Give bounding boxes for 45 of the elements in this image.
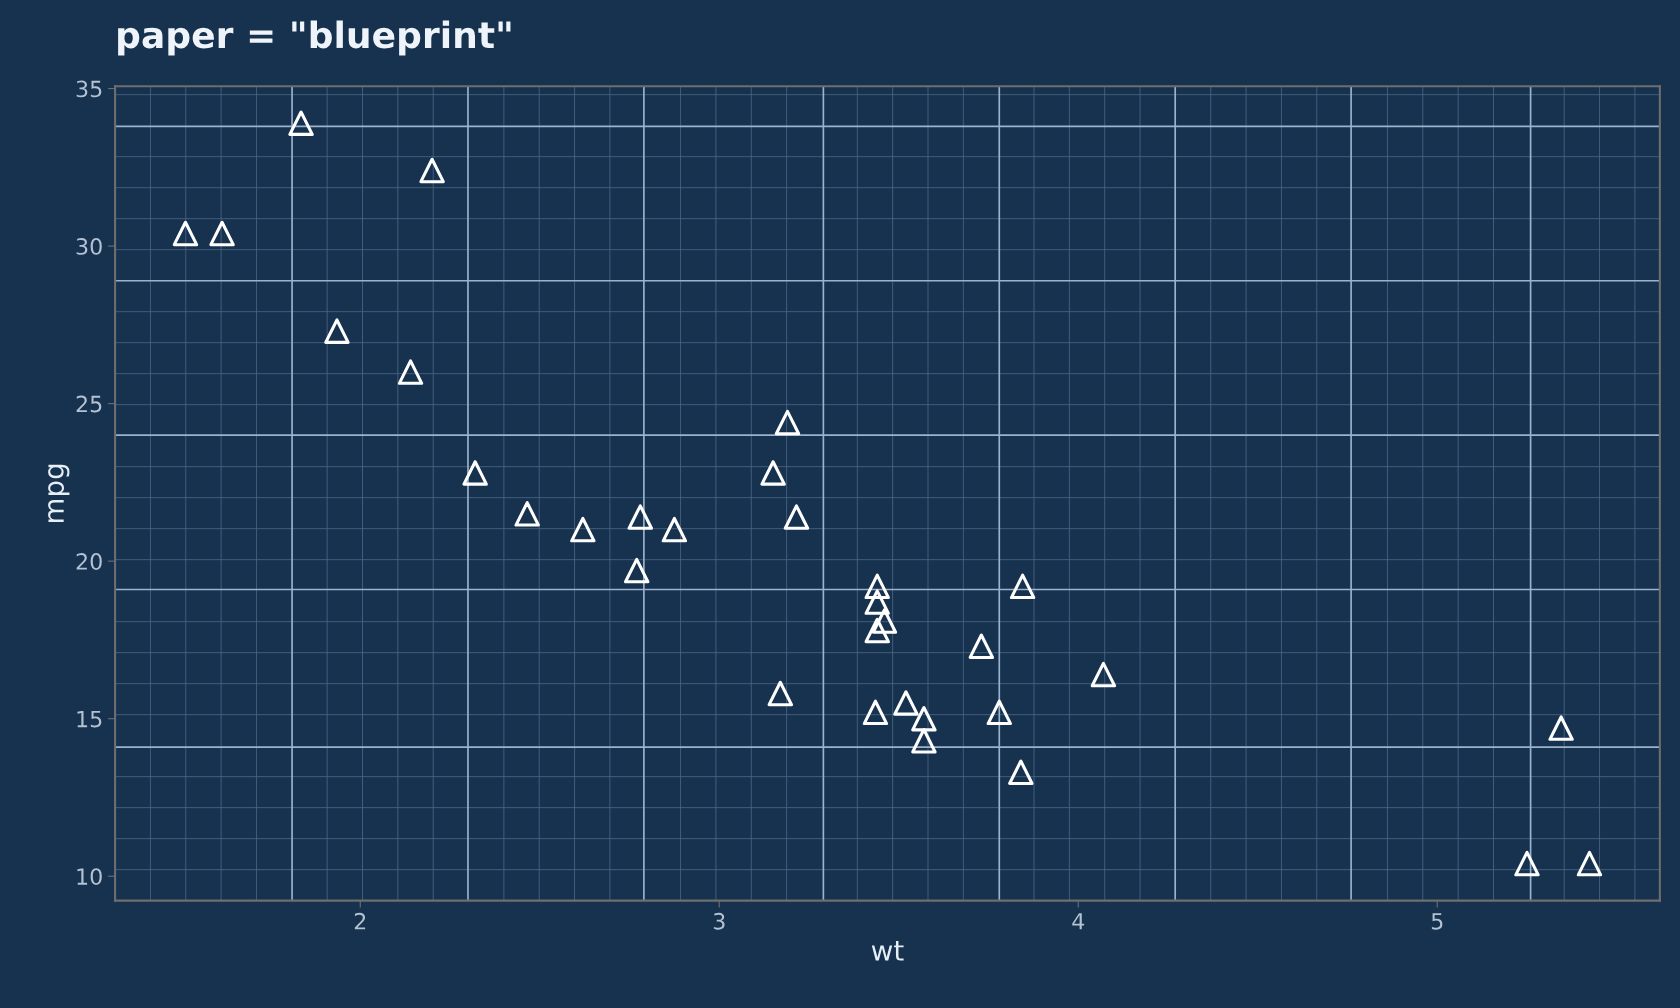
x-tick-label: 2 [354,912,366,930]
point [1008,759,1034,785]
point [774,409,801,436]
point [893,690,919,716]
point [1548,715,1574,741]
x-axis-title: wt [871,941,904,961]
point [1090,661,1117,688]
y-tick-label: 30 [76,238,102,255]
point [864,617,890,644]
point [514,501,540,527]
point [783,504,810,530]
point [986,699,1013,726]
point [288,110,314,136]
point [864,573,890,600]
point [397,359,424,385]
x-tick-label: 3 [713,912,725,930]
point [760,460,786,486]
point [864,589,890,615]
point [627,504,654,530]
x-tick-label: 5 [1431,913,1443,930]
x-tick-label: 4 [1072,913,1085,930]
chart-title: paper = "blueprint" [118,20,511,56]
point [968,633,995,659]
point [419,157,445,184]
y-tick-label: 20 [76,553,102,570]
point [1514,850,1540,877]
y-axis-title: mpg [48,464,70,523]
point [911,705,937,732]
point [209,220,235,247]
point [570,516,596,543]
point [623,557,650,584]
point [661,516,688,543]
point [1009,573,1036,600]
point [862,699,889,726]
point [172,220,199,247]
point [1576,850,1603,877]
point [324,318,350,344]
y-tick-label: 25 [76,395,102,413]
y-tick-label: 15 [77,710,102,728]
point [911,728,937,754]
y-tick-label: 35 [76,80,102,98]
point [462,460,488,486]
point [767,680,794,707]
point [871,608,898,634]
y-tick-label: 10 [77,868,102,885]
